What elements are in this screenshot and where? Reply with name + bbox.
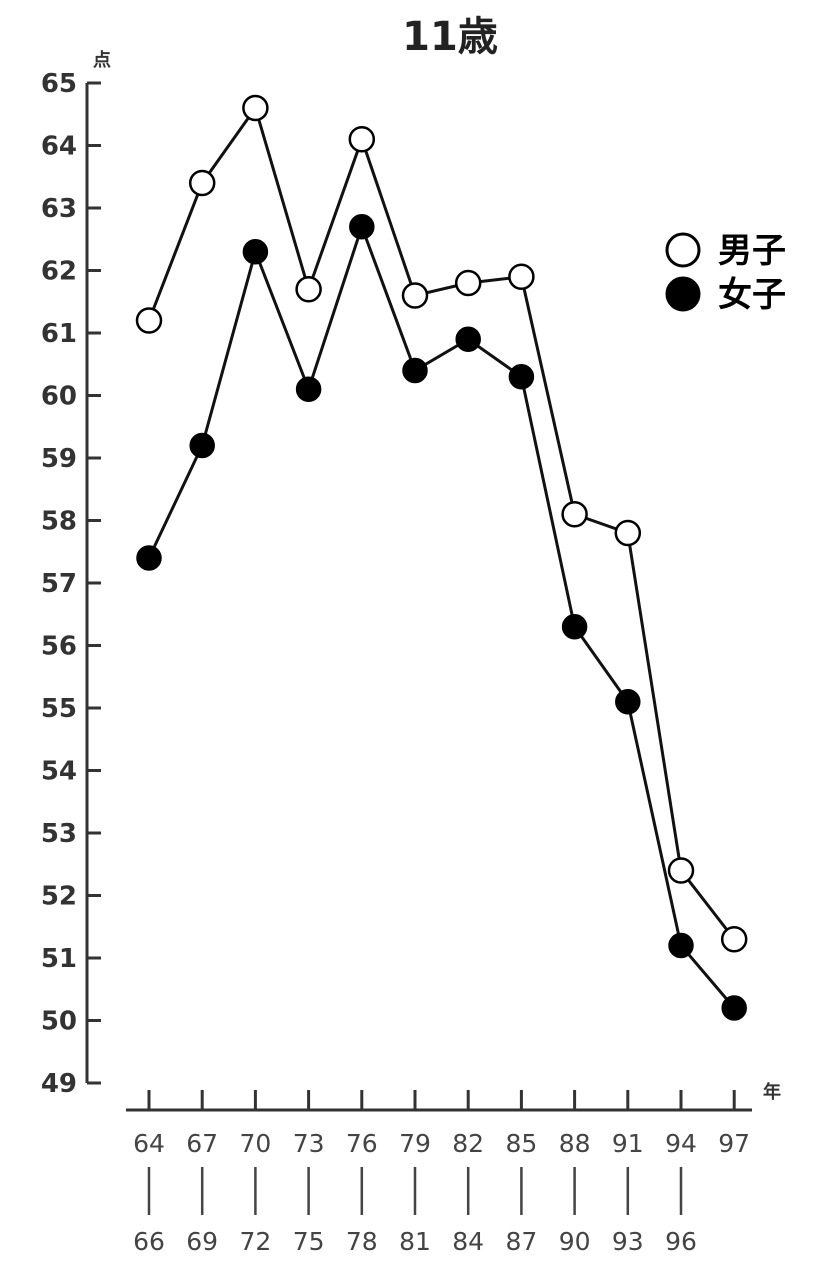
y-tick-label: 65 [41, 69, 77, 99]
x-tick-label-end: 81 [399, 1227, 431, 1256]
x-ticks: 64 66 67 69 70 72 73 75 76 78 79 81 82 84 85 87 88 90 91 93… [133, 1090, 750, 1256]
data-point-girls [295, 376, 322, 402]
y-tick-label: 57 [41, 569, 77, 599]
x-tick-label-start: 85 [505, 1129, 537, 1158]
x-tick-label-start: 76 [346, 1129, 378, 1158]
y-tick-label: 64 [41, 132, 77, 162]
data-point-girls [402, 357, 428, 384]
y-axis-unit: 点 [93, 49, 111, 71]
data-point-girls [721, 995, 747, 1021]
y-tick-label: 63 [41, 194, 77, 224]
x-tick-label-start: 73 [293, 1129, 325, 1158]
y-tick-label: 58 [41, 507, 77, 537]
legend-label-boys: 男子 [718, 231, 786, 271]
y-tick-label: 49 [41, 1069, 77, 1099]
x-tick-label-end: 66 [133, 1227, 165, 1256]
data-point-girls [242, 239, 269, 265]
data-point-boys [561, 501, 588, 528]
data-point-girls [136, 545, 162, 571]
data-point-girls [561, 614, 588, 640]
data-point-girls [189, 432, 215, 459]
series-line-boys [147, 104, 736, 941]
y-tick-label: 59 [41, 444, 77, 474]
x-tick-label-end: 69 [186, 1227, 218, 1256]
x-tick-label-end: 75 [293, 1227, 325, 1256]
y-tick-label: 53 [41, 819, 77, 849]
data-point-boys [667, 857, 695, 884]
y-tick-label: 60 [41, 382, 77, 412]
x-tick-label-start: 67 [186, 1129, 218, 1158]
x-tick-label-end: 84 [452, 1227, 484, 1256]
x-tick-label-start: 97 [718, 1129, 750, 1158]
series-line-girls [147, 222, 736, 1009]
axes [85, 83, 752, 1112]
y-ticks: 49 50 51 52 53 54 55 56 57 58 59 60 61 62 63 64 65 [41, 69, 101, 1099]
data-point-boys [135, 307, 163, 334]
data-point-girls [668, 932, 694, 959]
data-point-boys [614, 519, 642, 547]
x-tick-label-start: 91 [612, 1129, 644, 1158]
y-tick-label: 50 [41, 1007, 77, 1037]
x-tick-label-end: 78 [346, 1227, 378, 1256]
chart-title: 11歳 [402, 14, 498, 60]
y-tick-label: 54 [41, 757, 77, 787]
data-point-boys [242, 94, 269, 122]
x-tick-label-start: 79 [399, 1129, 431, 1158]
y-tick-label: 51 [41, 944, 77, 974]
series-points [135, 94, 748, 1021]
data-point-boys [401, 282, 429, 309]
x-tick-label-end: 87 [505, 1227, 537, 1256]
legend-marker-boys [665, 232, 701, 268]
data-point-boys [720, 926, 748, 953]
y-tick-label: 61 [41, 319, 77, 349]
x-tick-label-end: 93 [612, 1227, 644, 1256]
x-tick-label-start: 82 [452, 1129, 484, 1158]
data-point-girls [349, 214, 375, 240]
data-point-boys [295, 276, 322, 303]
x-tick-label-start: 64 [133, 1129, 165, 1158]
x-axis-unit: 年 [763, 1081, 781, 1103]
y-tick-label: 52 [41, 882, 77, 912]
x-tick-label-start: 94 [665, 1129, 697, 1158]
data-point-girls [455, 326, 481, 352]
data-point-boys [508, 263, 535, 290]
legend-label-girls: 女子 [718, 275, 786, 315]
x-tick-label-start: 88 [559, 1129, 591, 1158]
series-lines [147, 104, 736, 1009]
y-tick-label: 55 [41, 694, 77, 724]
y-tick-label: 62 [41, 257, 77, 287]
x-tick-label-end: 90 [559, 1227, 591, 1256]
x-tick-label-end: 96 [665, 1227, 697, 1256]
legend-marker-girls [665, 276, 701, 312]
data-point-boys [188, 169, 216, 197]
data-point-boys [454, 269, 482, 297]
y-tick-label: 56 [41, 632, 77, 662]
data-point-boys [348, 126, 376, 153]
data-point-girls [508, 364, 535, 390]
data-point-girls [615, 689, 641, 715]
x-tick-label-end: 72 [239, 1227, 271, 1256]
x-tick-label-start: 70 [239, 1129, 271, 1158]
